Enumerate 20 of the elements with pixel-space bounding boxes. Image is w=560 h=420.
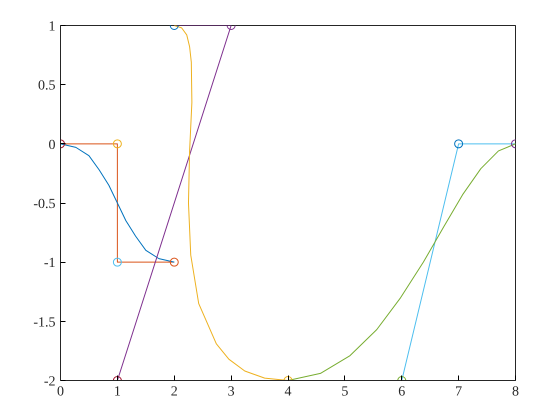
y-tick-label: -2 [44, 374, 56, 390]
line-series [174, 26, 288, 380]
x-tick-label: 2 [170, 384, 178, 400]
y-tick-label: -1 [44, 256, 56, 272]
x-tick-label: 1 [114, 384, 121, 400]
y-tick-label: -0.5 [33, 197, 56, 212]
x-tick-label: 3 [228, 384, 235, 400]
y-tick-label: -1.5 [33, 315, 56, 330]
x-tick-label: 5 [341, 384, 348, 400]
x-tick-label: 4 [284, 384, 292, 400]
point [112, 258, 122, 267]
y-tick-label: 1 [48, 20, 56, 34]
x-tick-label: 6 [398, 384, 406, 400]
x-tick-label: 7 [455, 384, 462, 400]
point [454, 139, 464, 148]
y-tick-label: 0.5 [38, 78, 56, 94]
x-tick-label: 8 [512, 384, 519, 400]
y-tick-label: 0 [48, 138, 56, 153]
point [112, 139, 122, 148]
point [170, 258, 179, 267]
